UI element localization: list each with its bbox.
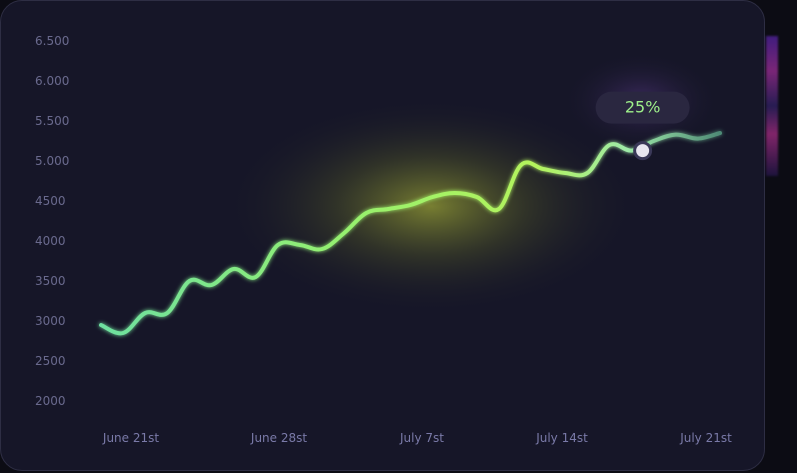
glow-halo — [221, 96, 641, 316]
x-tick-label: June 21st — [102, 431, 159, 445]
y-tick-label: 5.000 — [35, 154, 69, 168]
value-badge-label: 25% — [625, 98, 661, 117]
x-tick-label: July 14st — [535, 431, 588, 445]
side-glow-artifact — [766, 36, 778, 176]
y-tick-label: 6.000 — [35, 74, 69, 88]
highlight-point-marker[interactable] — [633, 141, 653, 161]
y-tick-label: 4000 — [35, 234, 66, 248]
value-badge-background — [595, 91, 690, 124]
x-tick-label: July 21st — [679, 431, 732, 445]
y-tick-label: 4500 — [35, 194, 66, 208]
y-tick-label: 3000 — [35, 314, 66, 328]
y-axis-ticks: 6.500 6.000 5.500 5.000 4500 4000 3500 3000 2500… — [35, 34, 69, 408]
value-badge: 25% — [595, 91, 690, 124]
line-chart: 6.500 6.000 5.500 5.000 4500 4000 3500 3000 2500… — [35, 34, 732, 445]
series-line — [99, 131, 722, 336]
y-tick-label: 3500 — [35, 274, 66, 288]
y-tick-label: 6.500 — [35, 34, 69, 48]
x-axis-ticks: June 21st June 28st July 7st July 14st July … — [102, 431, 732, 445]
y-tick-label: 2000 — [35, 394, 66, 408]
y-tick-label: 2500 — [35, 354, 66, 368]
chart-card: 6.500 6.000 5.500 5.000 4500 4000 3500 3000 2500… — [0, 0, 765, 471]
x-tick-label: July 7st — [399, 431, 444, 445]
x-tick-label: June 28st — [250, 431, 307, 445]
y-tick-label: 5.500 — [35, 114, 69, 128]
